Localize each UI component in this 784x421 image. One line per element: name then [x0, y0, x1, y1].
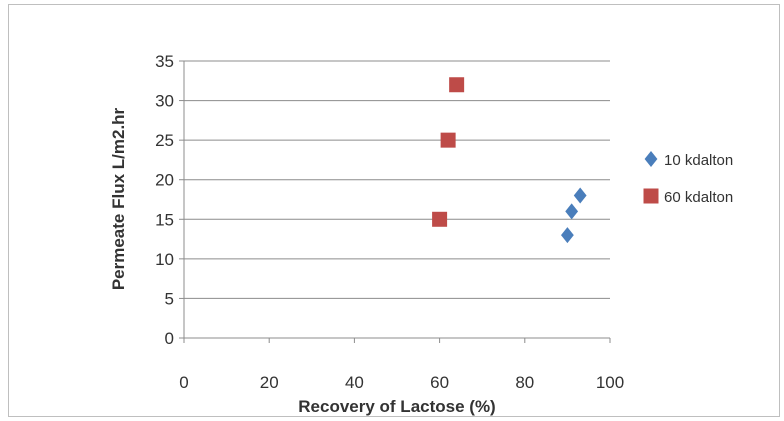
legend-label: 10 kdalton	[664, 152, 733, 169]
series-10-kdalton-point	[573, 187, 587, 204]
x-tick-labels: 0 20 40 60 80 100	[179, 373, 624, 392]
series-10-kdalton-point	[561, 227, 574, 244]
x-tick-label: 80	[515, 373, 534, 392]
y-axis-label: Permeate Flux L/m2.hr	[109, 107, 128, 290]
y-tick-label: 30	[155, 92, 174, 111]
series-60-kdalton-point	[449, 77, 465, 93]
y-tick-label: 10	[155, 250, 174, 269]
axes	[179, 60, 611, 343]
y-tick-labels: 0 5 10 15 20 25 30 35	[155, 52, 174, 348]
y-tick-label: 5	[165, 289, 174, 308]
gridlines	[184, 60, 610, 299]
legend: 10 kdalton 60 kdalton	[643, 151, 733, 206]
series-60-kdalton-point	[440, 132, 456, 148]
x-tick-label: 20	[260, 373, 279, 392]
x-axis-label: Recovery of Lactose (%)	[298, 397, 495, 416]
x-tick-label: 40	[345, 373, 364, 392]
y-tick-label: 0	[165, 329, 174, 348]
x-tick-label: 60	[430, 373, 449, 392]
legend-marker	[644, 151, 658, 167]
y-tick-label: 15	[155, 210, 174, 229]
x-tick-label: 100	[596, 373, 624, 392]
chart-frame	[8, 4, 780, 417]
series-10-kdalton-point	[565, 203, 579, 220]
legend-marker	[643, 188, 659, 204]
data-points	[432, 77, 587, 244]
y-tick-label: 35	[155, 52, 174, 71]
x-tick-label: 0	[179, 373, 188, 392]
series-60-kdalton-point	[432, 211, 448, 227]
y-tick-label: 20	[155, 171, 174, 190]
y-tick-label: 25	[155, 131, 174, 150]
legend-label: 60 kdalton	[664, 189, 733, 206]
